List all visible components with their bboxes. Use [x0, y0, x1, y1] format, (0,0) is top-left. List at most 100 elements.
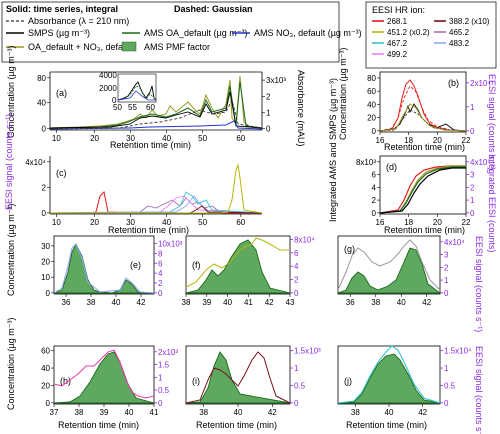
svg-text:60: 60: [146, 103, 155, 112]
y-tick-label: 80: [367, 74, 376, 83]
svg-text:4000: 4000: [99, 71, 117, 80]
panel-label-g: (g): [344, 244, 355, 254]
y-tick-label: 10: [41, 273, 50, 282]
y2-tick-label: 0.5: [444, 381, 456, 390]
panel-label-e: (e): [130, 260, 141, 270]
svg-text:50: 50: [113, 103, 122, 112]
y2-tick-label: 8: [158, 249, 163, 258]
a-xlabel: Retention time (min): [110, 140, 191, 150]
c-xlabel: Retention time (min): [108, 225, 189, 235]
x-tick-label: 38: [87, 298, 96, 307]
legend-solid-label: Solid: time series, integral: [6, 4, 118, 14]
x-tick-label: 40: [125, 408, 134, 417]
panel-j: (j) 38 40 42 0 0.5 1 1.5x10⁴ Retention time (m…: [337, 345, 484, 434]
y2-tick-label: 2: [294, 276, 299, 285]
d-y2label: Integrated EESI (counts): [487, 154, 497, 253]
y2-tick-label: 0: [158, 289, 163, 298]
x-tick-label: 39: [202, 298, 211, 307]
panel-label-a: (a): [56, 88, 67, 98]
a-absorbance-line: [49, 98, 263, 130]
y2-tick-label: 4x10⁵: [470, 158, 491, 167]
legend-ams-oa: AMS OA_default (µg m⁻³): [144, 28, 247, 38]
y2-tick-label: 0: [470, 209, 475, 218]
x-tick-label: 10: [52, 134, 61, 143]
x-tick-label: 41: [244, 298, 253, 307]
x-tick-label: 42: [418, 408, 427, 417]
ion-label: 465.2: [449, 28, 470, 37]
ion-label: 467.2: [387, 39, 408, 48]
x-tick-label: 40: [223, 298, 232, 307]
y2-tick-label: 6: [294, 249, 299, 258]
y-tick-label: 8x10³: [356, 158, 376, 167]
y2-tick-label: 2: [158, 279, 163, 288]
a-no3-line: [49, 120, 263, 130]
y2-tick-label: 4x10⁴: [444, 238, 465, 247]
y-tick-label: 40: [367, 100, 376, 109]
y-tick-label: 0: [42, 209, 47, 218]
panel-g: (g) 36 38 40 42 0 1 2 3 4x10⁴ EESI signal (count…: [337, 235, 484, 332]
y-tick-label: 0: [46, 399, 51, 408]
y2-tick-label: 0: [294, 289, 299, 298]
h-ylabel: Concentration (µg m⁻³): [6, 318, 16, 410]
x-tick-label: 36: [346, 298, 355, 307]
y-tick-label: 0: [372, 209, 377, 218]
panel-c: (c) 10 20 30 40 50 60 0 2 4x10⁴ Retention time (…: [4, 114, 263, 235]
x-tick-label: 10: [52, 218, 61, 227]
x-tick-label: 16: [376, 218, 385, 227]
y2-tick-label: 8x10⁴: [294, 235, 315, 244]
svg-text:0: 0: [112, 96, 117, 105]
x-tick-label: 60: [236, 218, 245, 227]
y2-tick-label: 0: [444, 399, 449, 408]
x-tick-label: 39: [100, 408, 109, 417]
y2-tick-label: 1: [158, 373, 163, 382]
y2-tick-label: 0: [444, 289, 449, 298]
y-tick-label: 0: [372, 127, 377, 136]
y2-tick-label: 4: [158, 269, 163, 278]
x-tick-label: 42: [265, 298, 274, 307]
x-tick-label: 42: [422, 298, 431, 307]
y2-tick-label: 1: [444, 276, 449, 285]
x-tick-label: 22: [462, 136, 471, 145]
legend-absorbance: Absorbance (λ = 210 nm): [28, 16, 129, 26]
j-y2label: EESI signal (counts s⁻¹): [474, 346, 484, 434]
y-tick-label: 60: [41, 347, 50, 356]
panel-label-c: (c): [56, 168, 67, 178]
x-tick-label: 20: [433, 136, 442, 145]
x-tick-label: 38: [199, 408, 208, 417]
y2-tick-label: 3: [470, 171, 475, 180]
x-tick-label: 40: [162, 218, 171, 227]
x-tick-label: 38: [75, 408, 84, 417]
y-tick-label: 0: [46, 289, 51, 298]
panel-label-j: (j): [344, 376, 352, 386]
panel-i: (i) 38 40 42 0 0.5 1 1.5x10³ Retention time (m…: [185, 345, 321, 430]
y2-tick-label: 1: [470, 196, 475, 205]
x-tick-label: 30: [126, 218, 135, 227]
panel-label-d: (d): [386, 162, 397, 172]
panel-f: (f) 38 39 40 41 42 430 2 4 6 8x10⁴: [182, 235, 316, 307]
i-xlabel: Retention time (min): [196, 420, 277, 430]
x-tick-label: 18: [404, 136, 413, 145]
y2-tick-label: 2: [266, 92, 271, 101]
y2-tick-label: 3: [444, 251, 449, 260]
ion-label: 499.2: [387, 50, 408, 59]
y2-tick-label: 0.5: [158, 386, 170, 395]
y-tick-label: 40: [37, 99, 46, 108]
x-tick-label: 40: [112, 298, 121, 307]
x-tick-label: 20: [90, 218, 99, 227]
e-ylabel: Concentration (µg m⁻³): [6, 204, 16, 296]
legend-pmf: AMS PMF factor: [144, 42, 210, 52]
b-ylabel: Concentration (µg m⁻³): [338, 48, 348, 140]
y2-tick-label: 2x10³: [158, 348, 178, 357]
legend-smps: SMPS (µg m⁻³): [28, 28, 90, 38]
y-tick-label: 20: [41, 381, 50, 390]
svg-text:2000: 2000: [99, 84, 117, 93]
legend-eesi: EESI HR ion: 268.1 451.2 (x0.2) 467.2 499.2…: [365, 1, 497, 69]
inset-a: 4000 2000 0 50 55 60: [99, 71, 157, 112]
x-tick-label: 40: [385, 408, 394, 417]
y2-tick-label: 0: [266, 124, 271, 133]
y2-tick-label: 2: [444, 263, 449, 272]
y-tick-label: 4: [372, 183, 377, 192]
